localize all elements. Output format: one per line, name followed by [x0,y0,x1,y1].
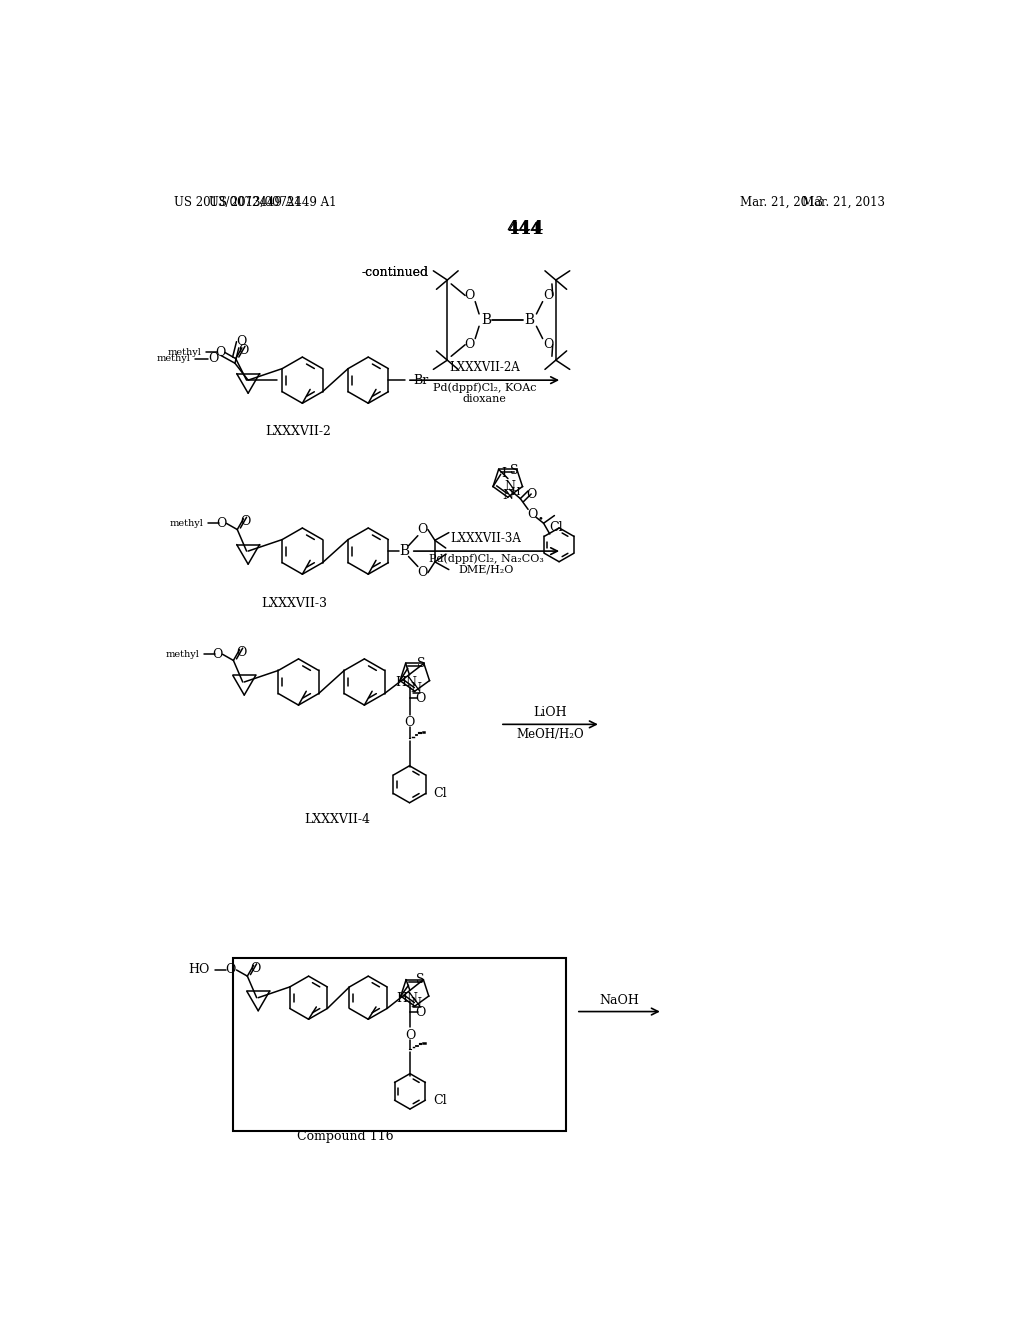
Text: O: O [527,507,538,520]
Text: Compound 116: Compound 116 [297,1130,393,1143]
Text: LXXXVII-4: LXXXVII-4 [304,813,371,825]
Text: LXXXVII-3A: LXXXVII-3A [451,532,521,545]
Text: O: O [415,692,426,705]
Text: H: H [511,487,520,498]
Text: O: O [217,517,227,529]
Text: O: O [464,338,474,351]
Text: O: O [208,352,218,366]
Text: N: N [502,490,513,502]
Text: US 2013/0072449 A1: US 2013/0072449 A1 [174,195,302,209]
Text: LXXXVII-2A: LXXXVII-2A [450,362,520,375]
Text: O: O [250,962,260,975]
Text: Pd(dppf)Cl₂, KOAc: Pd(dppf)Cl₂, KOAc [433,383,537,393]
Text: HN: HN [396,991,418,1005]
Text: N: N [411,998,422,1010]
Text: B: B [524,313,535,327]
Text: Mar. 21, 2013: Mar. 21, 2013 [740,195,823,209]
Text: O: O [404,1028,415,1041]
Text: O: O [240,515,250,528]
Text: S: S [416,973,425,986]
Text: S: S [417,657,425,669]
Text: •: • [538,513,544,523]
Text: methyl: methyl [157,354,190,363]
Text: O: O [236,647,247,659]
Text: HN: HN [395,676,418,689]
Text: B: B [399,544,410,558]
Text: O: O [418,523,428,536]
Text: dioxane: dioxane [463,393,507,404]
Text: LiOH: LiOH [534,706,567,719]
Text: O: O [418,566,428,579]
Text: HO: HO [188,964,210,977]
Text: methyl: methyl [168,348,202,356]
Text: O: O [464,289,474,302]
Text: O: O [225,964,236,977]
Text: O: O [526,488,537,502]
Text: Cl: Cl [549,521,563,535]
Text: Cl: Cl [433,1094,446,1106]
Text: O: O [236,335,247,348]
Text: O: O [544,338,554,351]
Text: -continued: -continued [361,265,429,279]
Text: Cl: Cl [433,787,447,800]
Text: NaOH: NaOH [599,994,639,1007]
Text: Pd(dppf)Cl₂, Na₂CO₃: Pd(dppf)Cl₂, Na₂CO₃ [429,553,544,564]
Text: O: O [416,1006,426,1019]
Text: N: N [411,682,422,696]
Text: I: I [501,467,506,479]
Text: Mar. 21, 2013: Mar. 21, 2013 [802,195,886,209]
Text: N: N [504,479,515,492]
Text: MeOH/H₂O: MeOH/H₂O [516,727,584,741]
Text: 444: 444 [508,220,542,238]
Text: methyl: methyl [169,519,203,528]
Text: O: O [544,289,554,302]
Text: Br: Br [414,374,428,387]
Text: O: O [215,346,225,359]
Text: O: O [239,345,249,358]
Text: S: S [510,465,518,478]
Text: LXXXVII-3: LXXXVII-3 [261,597,328,610]
Text: LXXXVII-2: LXXXVII-2 [265,425,332,438]
Text: 444: 444 [506,220,544,238]
Text: US 2013/0072449 A1: US 2013/0072449 A1 [209,195,337,209]
Text: DME/H₂O: DME/H₂O [459,565,514,574]
Text: B: B [481,313,492,327]
Text: O: O [213,648,223,661]
Text: methyl: methyl [166,649,200,659]
Text: -continued: -continued [361,265,429,279]
Text: O: O [404,717,415,729]
Bar [232,958,566,1131]
